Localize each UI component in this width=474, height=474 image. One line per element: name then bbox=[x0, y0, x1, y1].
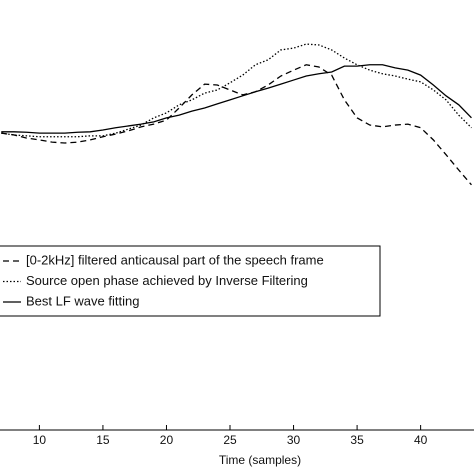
x-tick-label: 25 bbox=[223, 433, 237, 447]
legend: [0-2kHz] filtered anticausal part of the… bbox=[0, 245, 381, 317]
series-line bbox=[1, 64, 472, 134]
legend-box bbox=[0, 245, 381, 317]
series-line bbox=[1, 64, 472, 186]
x-tick-label: 30 bbox=[287, 433, 301, 447]
x-tick-label: 20 bbox=[160, 433, 174, 447]
x-tick-label: 35 bbox=[350, 433, 364, 447]
legend-label: [0-2kHz] filtered anticausal part of the… bbox=[26, 252, 324, 267]
series-line bbox=[1, 43, 472, 138]
x-axis-label: Time (samples) bbox=[219, 453, 301, 467]
x-tick-label: 10 bbox=[33, 433, 47, 447]
x-tick-label: 40 bbox=[414, 433, 428, 447]
legend-label: Source open phase achieved by Inverse Fi… bbox=[26, 273, 308, 288]
legend-label: Best LF wave fitting bbox=[26, 293, 139, 308]
x-tick-label: 15 bbox=[96, 433, 110, 447]
